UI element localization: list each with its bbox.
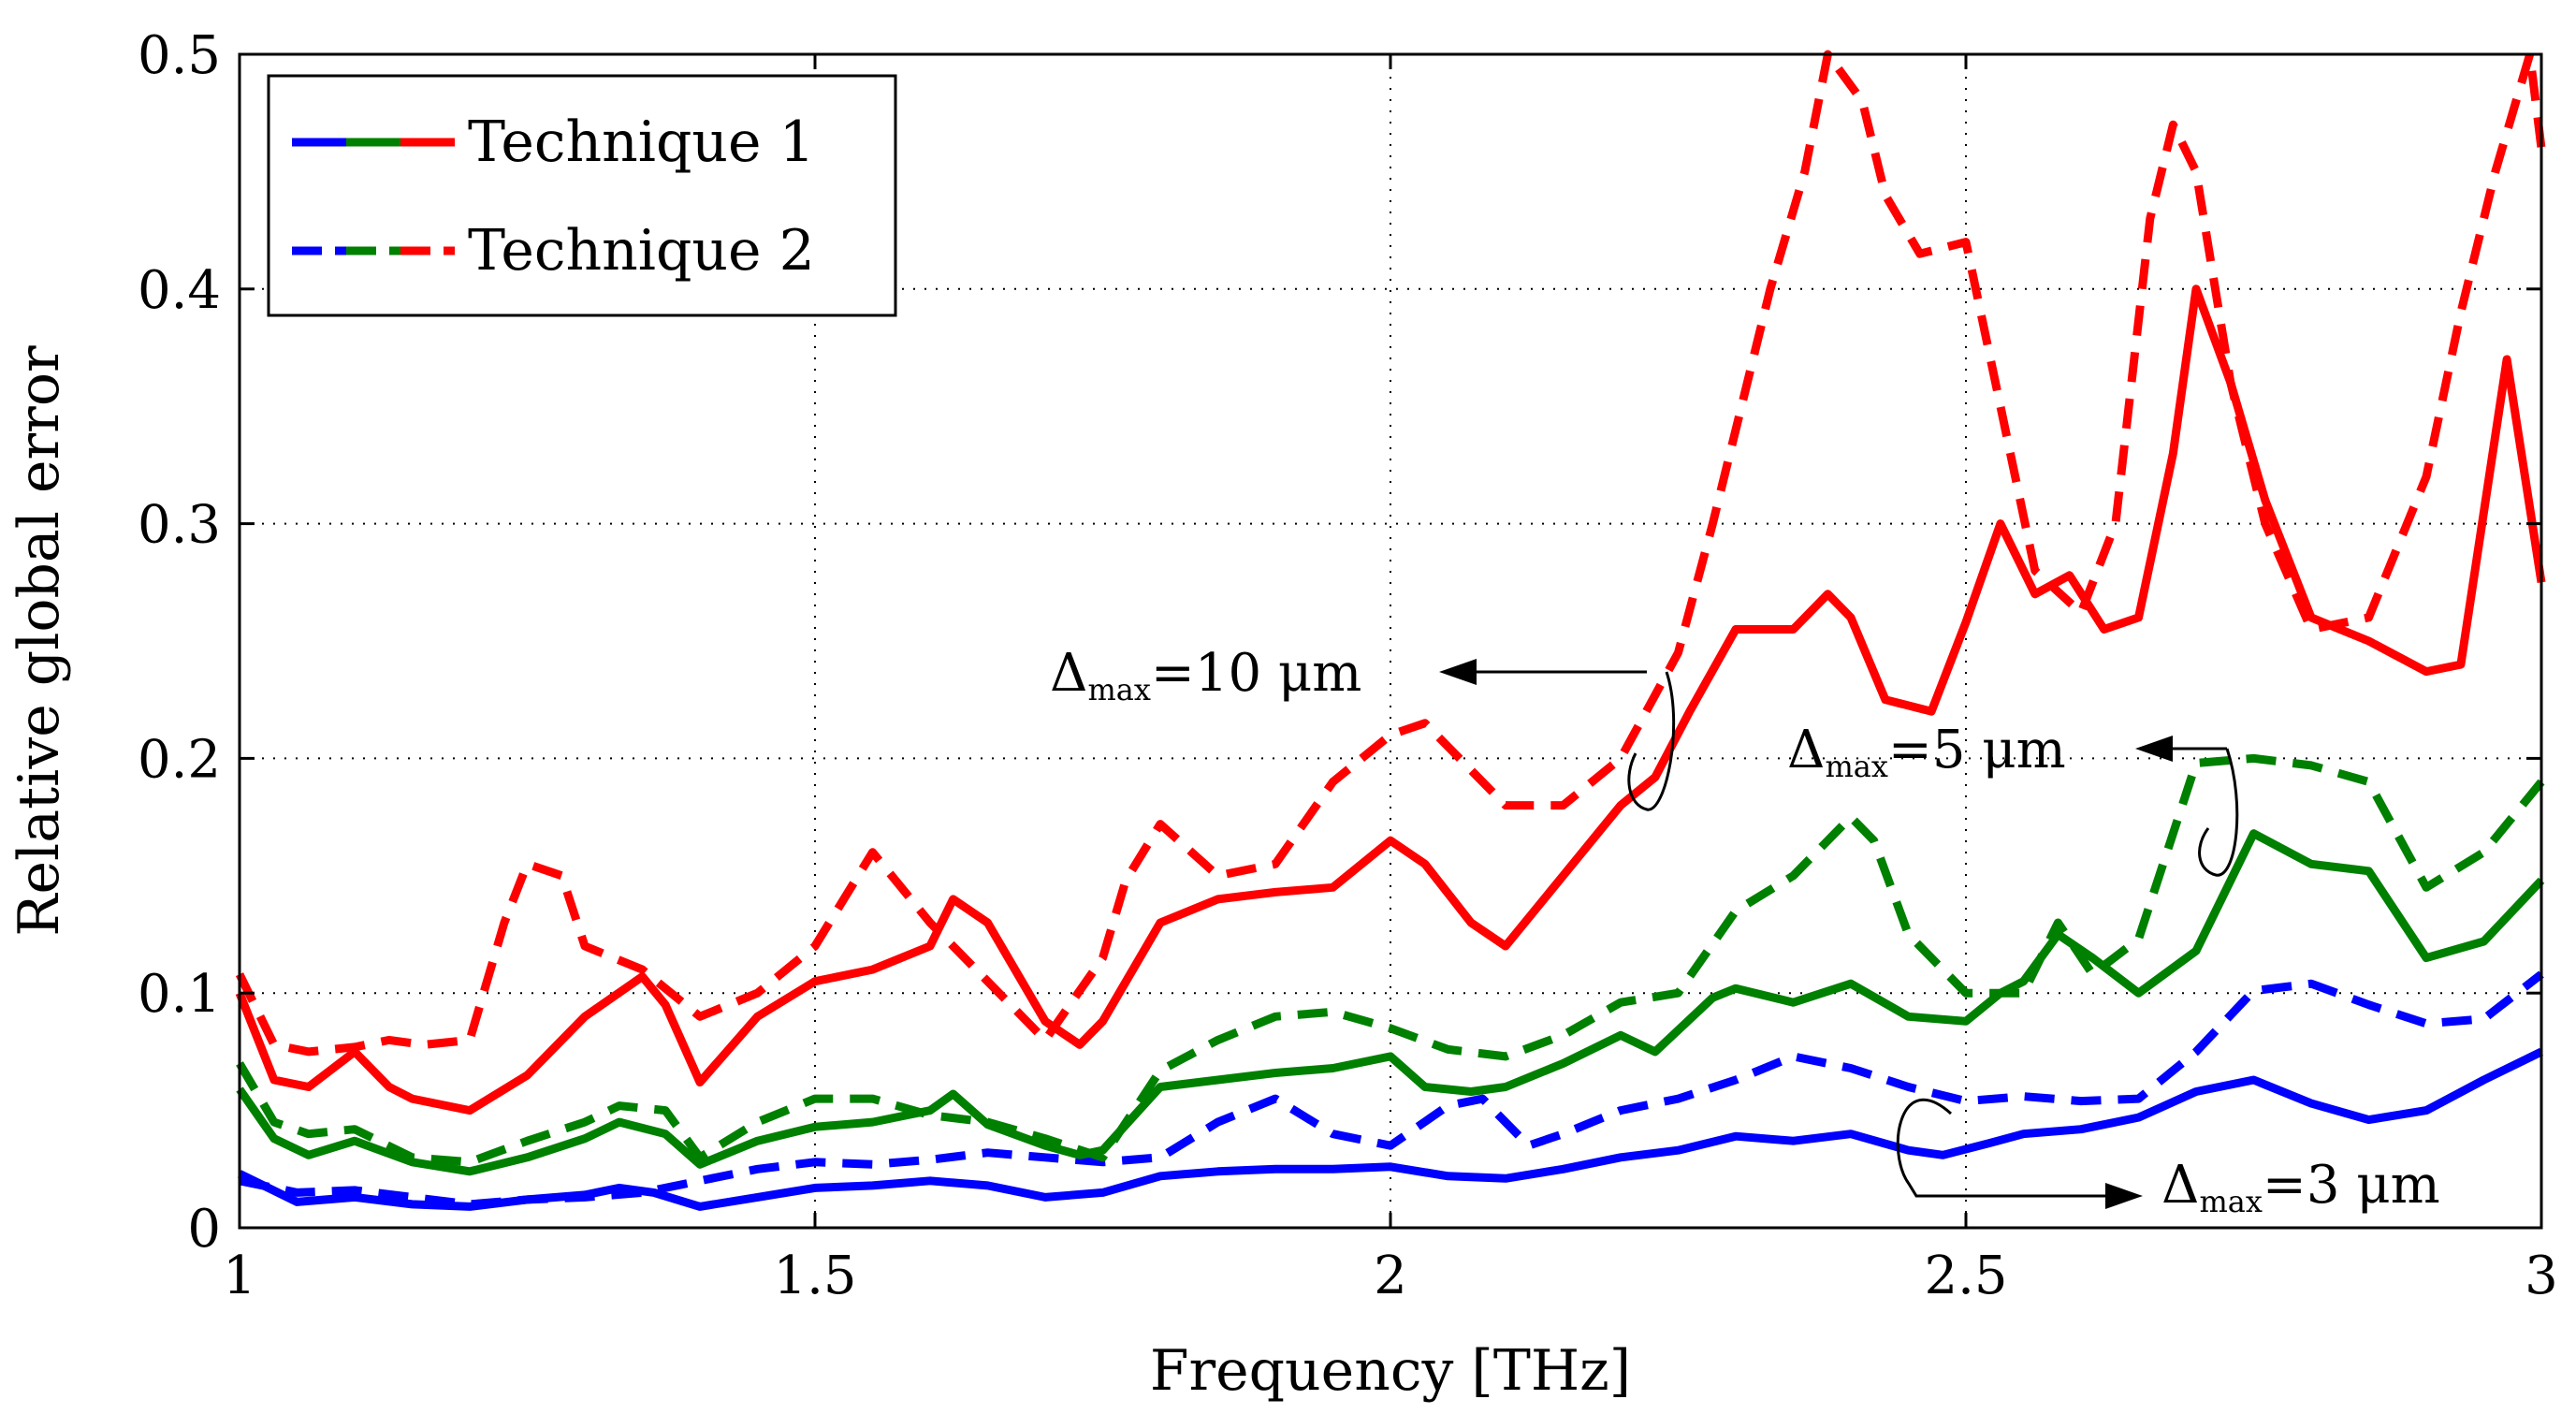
annotation-value: =5 μm: [1888, 720, 2066, 780]
annotation-dmax-5: Δmax=5 μm: [1787, 720, 2239, 877]
x-tick-label: 3: [2525, 1246, 2558, 1306]
annotation-subscript: max: [1087, 672, 1150, 707]
y-tick-label: 0.3: [138, 495, 221, 556]
series-line-dmax3-technique-1: [238, 1047, 2543, 1211]
ticks: 1 1.5 2 2.5 3 0 0.1 0.2 0.3 0.4 0.5: [138, 25, 2558, 1306]
y-axis-title: Relative global error: [7, 345, 72, 937]
x-axis-title: Frequency [THz]: [1150, 1338, 1631, 1404]
series-line-dmax5-technique-2: [236, 753, 2545, 1167]
annotation-symbol: Δ: [1787, 720, 1825, 780]
annotation-value: =3 μm: [2263, 1155, 2440, 1216]
y-tick-label: 0.2: [138, 729, 221, 790]
annotation-symbol: Δ: [1050, 643, 1087, 704]
arrowhead-icon: [2135, 736, 2173, 762]
series-layer: [235, 50, 2546, 1211]
arrowhead-icon: [1439, 659, 1477, 685]
legend-box: [267, 74, 897, 317]
annotations: Δmax=10 μm Δmax=5 μm Δmax=3 μm: [1050, 643, 2440, 1219]
annotation-label: Δmax=5 μm: [1787, 720, 2066, 784]
legend-label-technique-2: Technique 2: [468, 218, 815, 284]
annotation-value: =10 μm: [1151, 643, 1361, 704]
x-tick-label: 1.5: [773, 1246, 856, 1306]
x-tick-label: 1: [223, 1246, 256, 1306]
annotation-label: Δmax=10 μm: [1050, 643, 1361, 707]
y-tick-label: 0.1: [138, 964, 221, 1025]
y-tick-label: 0.5: [138, 25, 221, 86]
series-line-dmax10-technique-2: [235, 50, 2546, 1057]
series-line-dmax3-technique-2: [239, 970, 2544, 1209]
x-tick-label: 2.5: [1924, 1246, 2007, 1306]
annotation-arrow: [1477, 670, 1676, 811]
annotation-label: Δmax=3 μm: [2161, 1155, 2440, 1219]
legend: Technique 1 Technique 2: [267, 74, 897, 317]
annotation-subscript: max: [2199, 1184, 2262, 1219]
arrowhead-icon: [2105, 1183, 2143, 1209]
x-tick-label: 2: [1374, 1246, 1407, 1306]
annotation-dmax-10: Δmax=10 μm: [1050, 643, 1676, 811]
annotation-symbol: Δ: [2161, 1155, 2199, 1216]
annotation-subscript: max: [1825, 749, 1887, 784]
legend-label-technique-1: Technique 1: [468, 109, 815, 175]
y-tick-label: 0: [187, 1199, 221, 1260]
annotation-arrow: [1896, 1098, 2105, 1198]
annotation-arrow: [2173, 747, 2239, 877]
y-tick-label: 0.4: [138, 260, 221, 321]
annotation-dmax-3: Δmax=3 μm: [1896, 1098, 2440, 1219]
series-line-dmax5-technique-1: [236, 829, 2545, 1176]
series-line-dmax10-technique-1: [235, 284, 2546, 1115]
